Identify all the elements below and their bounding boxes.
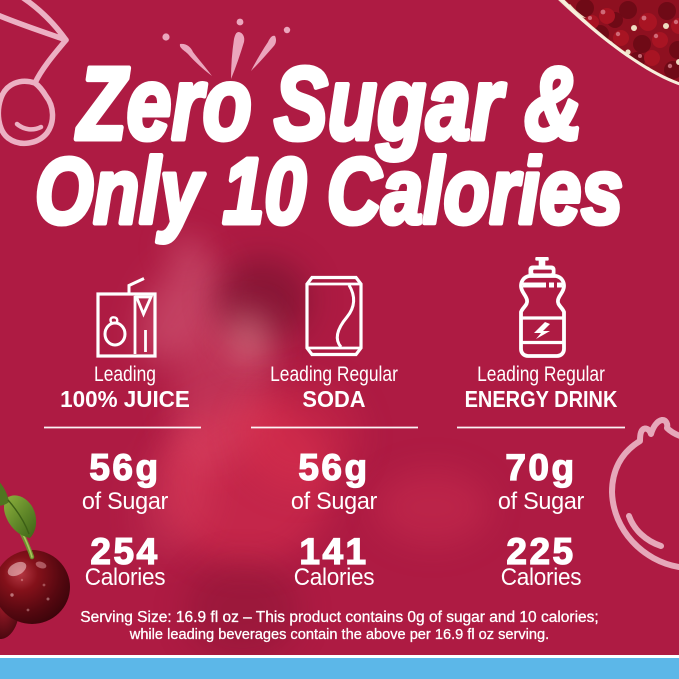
svg-text:Only 10 Calories: Only 10 Calories [35, 139, 623, 243]
svg-text:Zero Sugar &: Zero Sugar & [75, 46, 582, 161]
